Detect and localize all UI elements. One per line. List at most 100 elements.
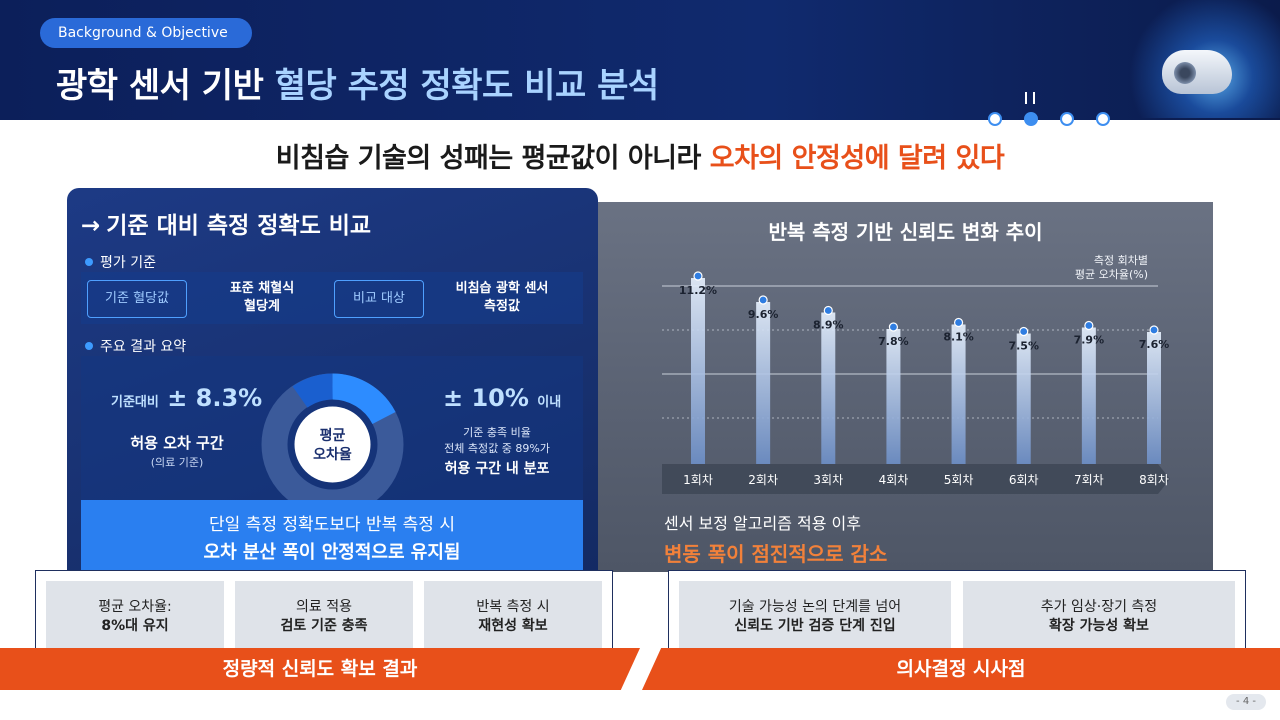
criteria-text-line: 측정값	[484, 299, 520, 314]
arrow-right-icon: →	[81, 213, 101, 239]
progress-dot[interactable]	[1096, 112, 1110, 126]
key-message-emphasis: 오차의 안정성에 달려 있다	[709, 143, 1005, 174]
chart-data-label: 7.5%	[1008, 340, 1039, 353]
callout-line2: 오차 분산 폭이 안정적으로 유지됨	[203, 542, 461, 563]
takeaway-line2: 변동 폭이 점진적으로 감소	[664, 542, 888, 566]
donut-segment-secondary	[292, 373, 334, 408]
chart-point	[1149, 325, 1159, 335]
callout-line1: 단일 측정 정확도보다 반복 측정 시	[209, 515, 455, 535]
chart-bar	[1016, 333, 1031, 464]
right-stat-suffix: 이내	[537, 395, 562, 410]
results-section-label: 주요 결과 요약	[85, 336, 186, 356]
results-label-text: 주요 결과 요약	[100, 339, 187, 355]
chart-data-label: 7.8%	[878, 335, 909, 348]
card-line2: 확장 가능성 확보	[1049, 618, 1149, 634]
chart-legend-line1: 측정 회차별	[1094, 254, 1148, 267]
chart-data-label: 8.9%	[813, 319, 844, 332]
donut-label-line2: 오차율	[313, 446, 352, 463]
bullet-dot-icon	[85, 342, 93, 350]
chart-bar	[1081, 327, 1096, 464]
card-line1: 추가 임상·장기 측정	[1040, 599, 1158, 615]
panel-title-text: 기준 대비 측정 정확도 비교	[106, 213, 372, 239]
key-message: 비침습 기술의 성패는 평균값이 아니라 오차의 안정성에 달려 있다	[0, 136, 1280, 175]
implication-card-validation: 기술 가능성 논의 단계를 넘어 신뢰도 기반 검증 단계 진입	[679, 581, 951, 649]
chart-x-tick-label: 5회차	[944, 473, 974, 487]
criteria-text-line: 비침습 광학 센서	[455, 281, 549, 296]
chart-bar	[756, 302, 771, 464]
card-line1: 반복 측정 시	[476, 599, 550, 615]
summary-callout: 단일 측정 정확도보다 반복 측정 시 오차 분산 폭이 안정적으로 유지됨	[81, 500, 583, 572]
criteria-label-text: 평가 기준	[100, 255, 156, 271]
card-line1: 의료 적용	[296, 599, 352, 615]
decision-implications-bar: 의사결정 시사점	[642, 648, 1280, 690]
pause-icon[interactable]	[1025, 92, 1035, 104]
right-stat-line2: 전체 측정값 중 89%가	[444, 442, 550, 455]
key-message-prefix: 비침습 기술의 성패는 평균값이 아니라	[275, 143, 710, 174]
left-stat-value: 기준대비 ± 8.3%	[111, 384, 262, 412]
chart-x-tick-label: 4회차	[879, 473, 909, 487]
trend-takeaway: 센서 보정 알고리즘 적용 이후 변동 폭이 점진적으로 감소	[664, 510, 887, 567]
criteria-box-target: 비교 대상	[334, 280, 424, 318]
card-line2: 검토 기준 충족	[280, 618, 368, 634]
optical-sensor-device-icon	[1162, 50, 1232, 94]
chart-axis: 1회차 2회차 3회차 4회차 5회차 6회차 7회차 8회차	[662, 464, 1170, 494]
section-badge: Background & Objective	[40, 18, 252, 48]
chart-bars: 11.2% 9.6% 8.9% 7.8% 8.1% 7.5% 7.9% 7.6%	[679, 271, 1169, 464]
error-rate-donut: 평균 오차율	[261, 373, 404, 516]
chart-bar	[691, 278, 705, 464]
decision-implications-frame: 기술 가능성 논의 단계를 넘어 신뢰도 기반 검증 단계 진입 추가 임상·장기…	[668, 570, 1246, 658]
chart-data-label: 8.1%	[943, 331, 974, 344]
chart-x-tick-label: 6회차	[1009, 473, 1039, 487]
chart-data-label: 7.9%	[1074, 334, 1105, 347]
result-card-avg-error: 평균 오차율: 8%대 유지	[46, 581, 224, 649]
progress-dot[interactable]	[988, 112, 1002, 126]
chart-bar	[821, 312, 836, 464]
page-title-main: 광학 센서 기반	[56, 66, 275, 106]
chart-title: 반복 측정 기반 신뢰도 변화 추이	[768, 220, 1043, 244]
right-stat-value: ± 10% 이내	[443, 384, 561, 412]
chart-data-label: 11.2%	[679, 284, 717, 297]
panel-title: → 기준 대비 측정 정확도 비교	[81, 206, 371, 240]
page-number: - 4 -	[1226, 694, 1266, 710]
criteria-box-reference: 기준 혈당값	[87, 280, 187, 318]
slide-progress-dots	[988, 112, 1110, 126]
progress-dot[interactable]	[1060, 112, 1074, 126]
donut-segment-primary	[331, 373, 396, 425]
page-title: 광학 센서 기반 혈당 추정 정확도 비교 분석	[56, 58, 659, 107]
header-banner: Background & Objective 광학 센서 기반 혈당 추정 정확…	[0, 0, 1280, 120]
progress-dot-active[interactable]	[1024, 112, 1038, 126]
card-line1: 기술 가능성 논의 단계를 넘어	[728, 599, 902, 615]
takeaway-line1: 센서 보정 알고리즘 적용 이후	[664, 514, 861, 533]
sensor-lens-icon	[1174, 62, 1196, 84]
right-stat-number: ± 10%	[443, 384, 529, 412]
left-stat-note: (의료 기준)	[150, 456, 204, 469]
reliability-trend-chart: 측정 회차별 평균 오차율(%) 11.2% 9.6% 8.9% 7.8% 8.1% 7.…	[662, 254, 1170, 494]
chart-x-tick-label: 2회차	[748, 473, 778, 487]
chart-point	[758, 295, 768, 305]
criteria-section-label: 평가 기준	[85, 252, 156, 272]
bullet-dot-icon	[85, 258, 93, 266]
criteria-text-line: 표준 채혈식	[229, 281, 295, 296]
right-stat-line3: 허용 구간 내 분포	[444, 461, 550, 477]
chart-point	[1084, 320, 1094, 331]
chart-point	[693, 271, 703, 281]
card-line2: 재현성 확보	[478, 618, 548, 634]
quant-results-bar: 정량적 신뢰도 확보 결과	[0, 648, 640, 690]
chart-data-label: 9.6%	[748, 308, 779, 321]
left-stat-prefix: 기준대비	[111, 395, 159, 410]
chart-point	[1019, 326, 1029, 337]
criteria-text-line: 혈당계	[244, 299, 280, 314]
donut-label-line1: 평균	[320, 427, 346, 444]
donut-center	[294, 406, 371, 483]
card-line2: 8%대 유지	[101, 618, 169, 634]
chart-bar	[1147, 332, 1161, 464]
chart-bar	[951, 324, 966, 464]
page-title-highlight: 혈당 추정 정확도 비교 분석	[274, 66, 659, 106]
